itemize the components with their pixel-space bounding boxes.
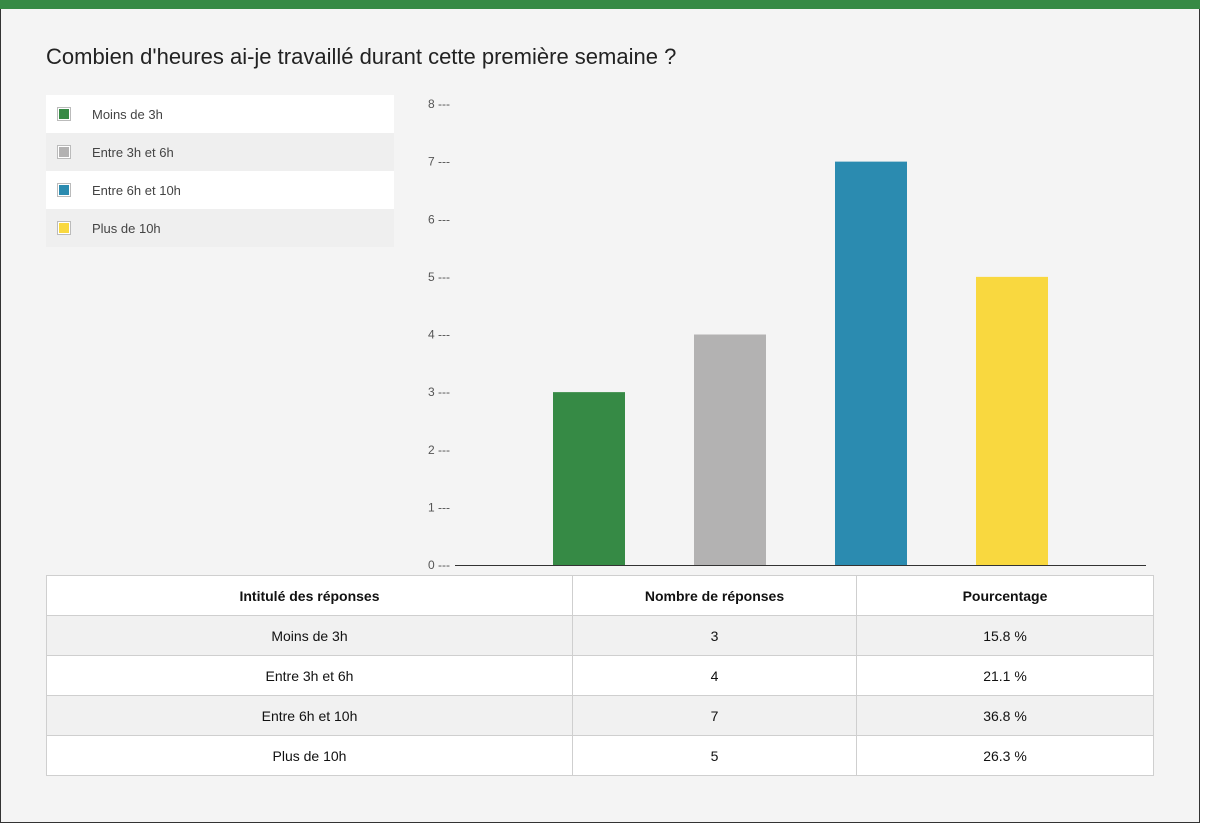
- cell-nombre: 7: [572, 695, 857, 736]
- y-tick-label: 6 ---: [428, 212, 450, 226]
- legend-label: Entre 3h et 6h: [92, 144, 174, 160]
- y-tick-label: 3 ---: [428, 385, 450, 399]
- legend-item: Moins de 3h: [46, 95, 394, 133]
- bar-entre-3h-et-6h: [694, 334, 766, 565]
- legend-swatch: [57, 145, 71, 159]
- y-tick-label: 2 ---: [428, 443, 450, 457]
- header-intitule: Intitulé des réponses: [46, 575, 573, 616]
- legend-label: Moins de 3h: [92, 106, 163, 122]
- cell-intitule: Entre 6h et 10h: [46, 695, 573, 736]
- legend-swatch: [57, 107, 71, 121]
- legend-swatch: [57, 183, 71, 197]
- cell-pourcentage: 26.3 %: [856, 735, 1154, 776]
- y-tick-label: 5 ---: [428, 270, 450, 284]
- legend-label: Entre 6h et 10h: [92, 182, 181, 198]
- header-pourcentage: Pourcentage: [856, 575, 1154, 616]
- table-header-row: Intitulé des réponses Nombre de réponses…: [46, 575, 1154, 616]
- cell-pourcentage: 15.8 %: [856, 615, 1154, 656]
- cell-intitule: Moins de 3h: [46, 615, 573, 656]
- cell-intitule: Entre 3h et 6h: [46, 655, 573, 696]
- responses-table: Intitulé des réponses Nombre de réponses…: [46, 575, 1154, 776]
- y-tick-label: 4 ---: [428, 328, 450, 342]
- cell-nombre: 3: [572, 615, 857, 656]
- y-tick-label: 1 ---: [428, 500, 450, 514]
- y-tick-label: 7 ---: [428, 155, 450, 169]
- y-tick-label: 0 ---: [428, 558, 450, 572]
- chart-legend: Moins de 3h Entre 3h et 6h Entre 6h et 1…: [46, 95, 394, 247]
- header-nombre: Nombre de réponses: [572, 575, 857, 616]
- cell-pourcentage: 21.1 %: [856, 655, 1154, 696]
- cell-nombre: 5: [572, 735, 857, 776]
- cell-intitule: Plus de 10h: [46, 735, 573, 776]
- top-accent-bar: [0, 0, 1200, 9]
- legend-swatch: [57, 221, 71, 235]
- legend-item: Entre 3h et 6h: [46, 133, 394, 171]
- bar-entre-6h-et-10h: [835, 161, 907, 565]
- bar-chart: 0 --- 1 --- 2 --- 3 --- 4 --- 5 --- 6 --- 7 ---…: [428, 97, 1146, 572]
- legend-item: Entre 6h et 10h: [46, 171, 394, 209]
- question-title: Combien d'heures ai-je travaillé durant …: [46, 44, 677, 69]
- bar-plus-de-10h: [976, 276, 1048, 565]
- legend-item: Plus de 10h: [46, 209, 394, 247]
- table-row: Entre 3h et 6h 4 21.1 %: [46, 655, 1154, 696]
- table-row: Entre 6h et 10h 7 36.8 %: [46, 695, 1154, 736]
- legend-label: Plus de 10h: [92, 220, 161, 236]
- table-row: Moins de 3h 3 15.8 %: [46, 615, 1154, 656]
- table-row: Plus de 10h 5 26.3 %: [46, 735, 1154, 776]
- y-tick-label: 8 ---: [428, 97, 450, 111]
- bar-moins-de-3h: [553, 392, 625, 565]
- cell-nombre: 4: [572, 655, 857, 696]
- cell-pourcentage: 36.8 %: [856, 695, 1154, 736]
